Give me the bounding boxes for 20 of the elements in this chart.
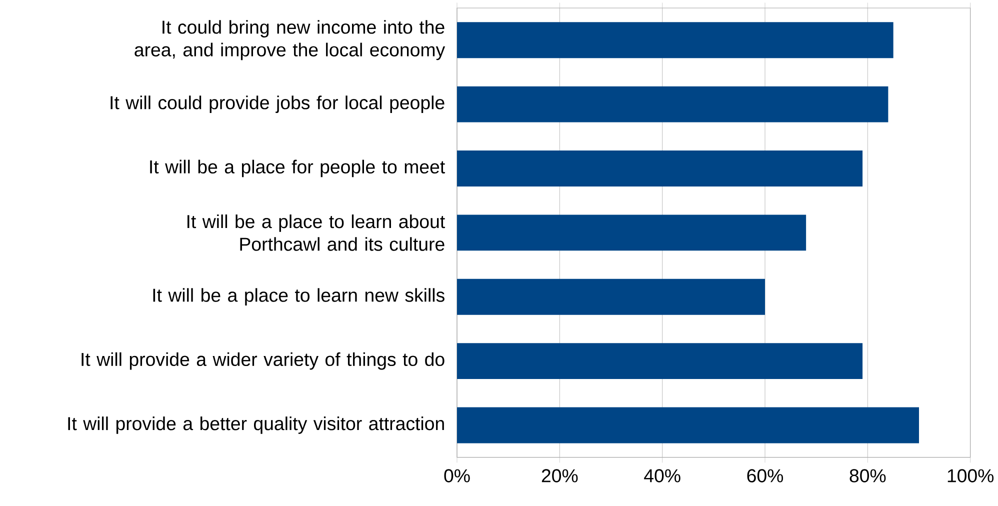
bar [456, 407, 919, 444]
x-tick-label: 60% [747, 469, 784, 482]
bar [456, 343, 863, 380]
y-tick-label: It could bring new income into the area, and improve the local economy [134, 20, 446, 60]
bar [456, 86, 888, 122]
y-tick-label: It will provide a better quality visitor attraction [68, 416, 444, 434]
y-tick-label: It will provide a wider variety of things to do [82, 352, 444, 370]
bar [456, 22, 894, 58]
bar [456, 278, 765, 315]
x-tick-label: 40% [644, 469, 680, 482]
x-tick-label: 20% [542, 469, 578, 482]
bar [456, 150, 863, 186]
x-tick-label: 0% [444, 469, 470, 482]
x-tick-label: 80% [850, 469, 886, 482]
y-tick-label: It will be a place for people to meet [150, 160, 445, 178]
y-tick-label: It will be a place to learn new skills [153, 288, 444, 306]
y-tick-label: It will be a place to learn about Porthcawl and its culture [187, 214, 445, 251]
x-tick-label: 100% [948, 469, 994, 482]
y-tick-label: It will could provide jobs for local people [110, 96, 444, 113]
bar [456, 214, 806, 251]
